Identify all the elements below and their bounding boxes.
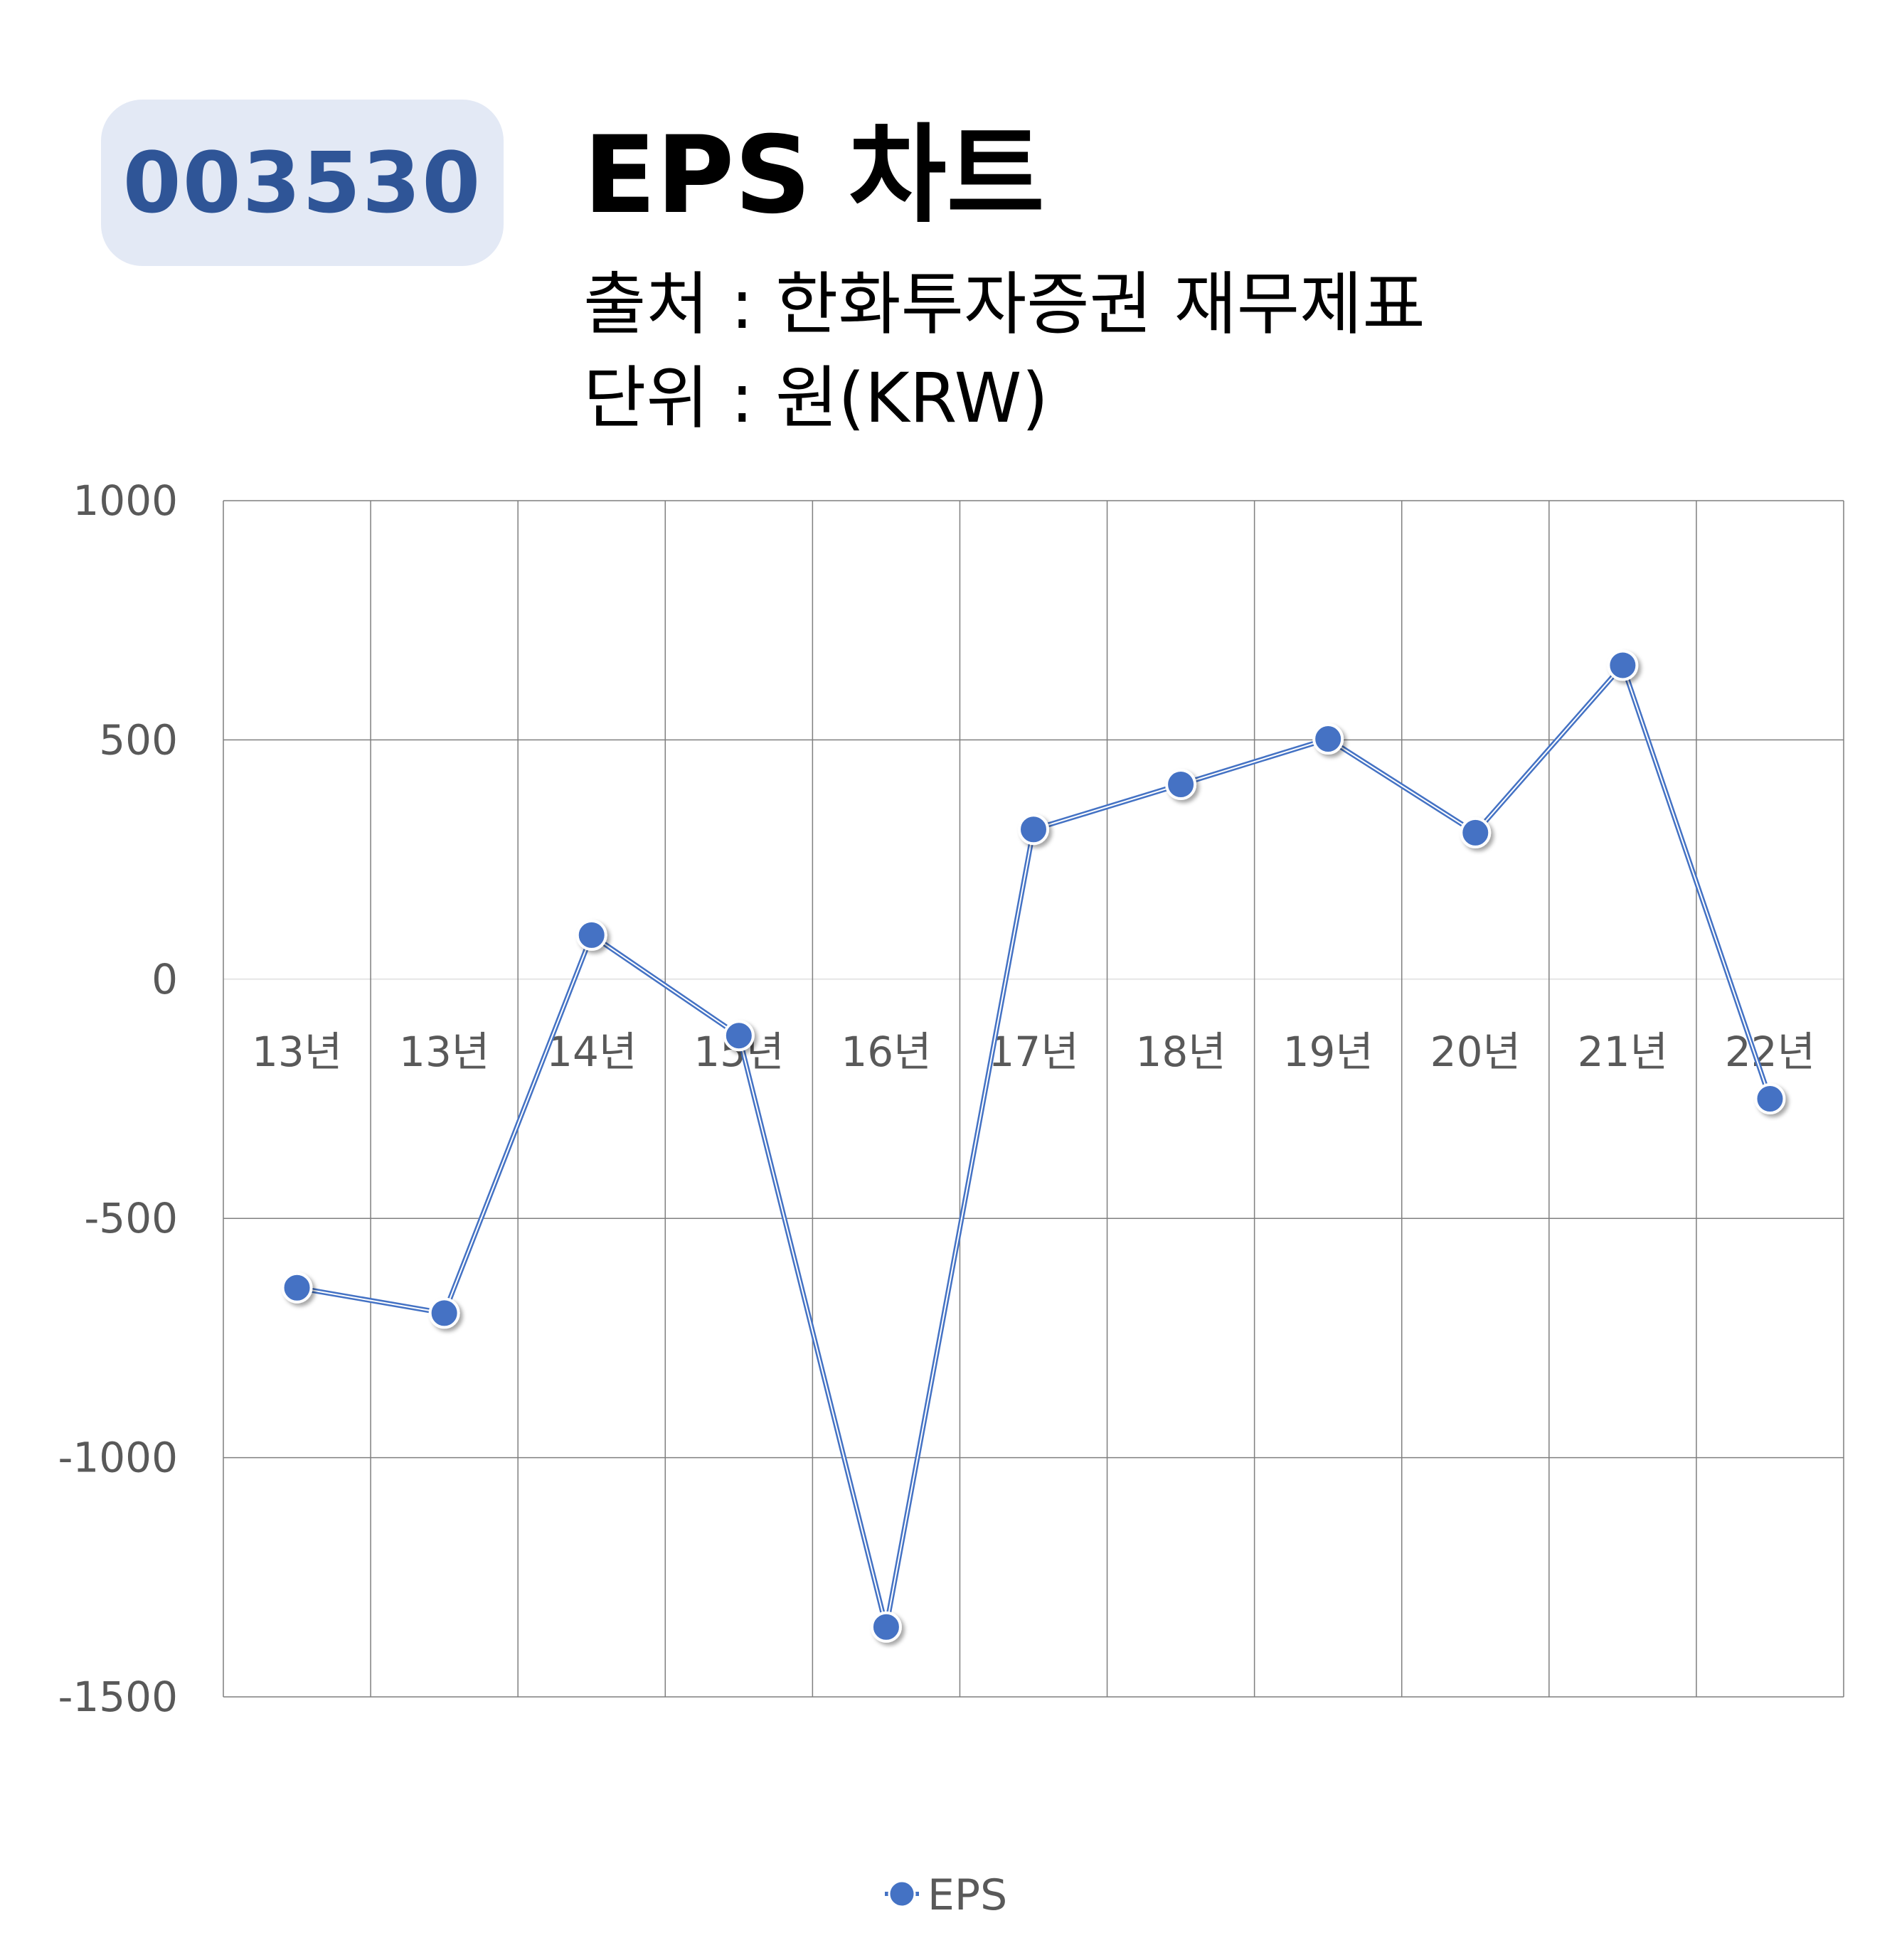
stock-code: 003530 bbox=[122, 134, 482, 232]
y-tick-label: 0 bbox=[152, 955, 178, 1003]
x-tick-label: 13년 bbox=[252, 1028, 342, 1076]
data-point bbox=[1165, 768, 1197, 800]
x-tick-label: 16년 bbox=[841, 1028, 931, 1076]
x-axis-ticks: 13년 13년 14년 15년 16년 17년 18년 19년 20년 21년 22년 bbox=[252, 1028, 1815, 1076]
x-tick-label: 19년 bbox=[1283, 1028, 1373, 1076]
y-axis-ticks: 1000 500 0 -500 -1000 -1500 bbox=[58, 476, 178, 1721]
data-point bbox=[870, 1611, 902, 1643]
y-tick-label: -1500 bbox=[58, 1673, 178, 1721]
data-point bbox=[281, 1272, 313, 1304]
y-tick-label: 500 bbox=[99, 715, 178, 764]
legend-label: EPS bbox=[928, 1870, 1007, 1920]
data-point bbox=[1018, 814, 1049, 846]
legend-marker bbox=[888, 1880, 916, 1908]
x-tick-label: 18년 bbox=[1136, 1028, 1226, 1076]
eps-series-points bbox=[281, 649, 1786, 1643]
chart-title: EPS 차트 bbox=[583, 114, 1045, 238]
source-note: 출처 : 한화투자증권 재무제표 bbox=[583, 265, 1425, 344]
data-point bbox=[1460, 816, 1492, 848]
x-tick-label: 13년 bbox=[399, 1028, 489, 1076]
data-point bbox=[1312, 723, 1344, 755]
data-point bbox=[575, 919, 607, 951]
stock-code-badge: 003530 bbox=[101, 100, 504, 266]
legend: EPS bbox=[885, 1870, 1007, 1920]
unit-note: 단위 : 원(KRW) bbox=[583, 358, 1048, 438]
y-tick-label: -500 bbox=[84, 1194, 178, 1242]
x-tick-label: 17년 bbox=[988, 1028, 1078, 1076]
x-tick-label: 14년 bbox=[546, 1028, 637, 1076]
x-tick-label: 21년 bbox=[1578, 1028, 1668, 1076]
data-point bbox=[428, 1297, 460, 1329]
data-point bbox=[723, 1020, 755, 1052]
y-tick-label: 1000 bbox=[73, 476, 178, 525]
grid bbox=[223, 500, 1844, 1698]
y-tick-label: -1000 bbox=[58, 1434, 178, 1482]
x-tick-label: 20년 bbox=[1430, 1028, 1521, 1076]
x-tick-label: 22년 bbox=[1725, 1028, 1815, 1076]
data-point bbox=[1754, 1083, 1786, 1114]
data-point bbox=[1607, 649, 1639, 681]
